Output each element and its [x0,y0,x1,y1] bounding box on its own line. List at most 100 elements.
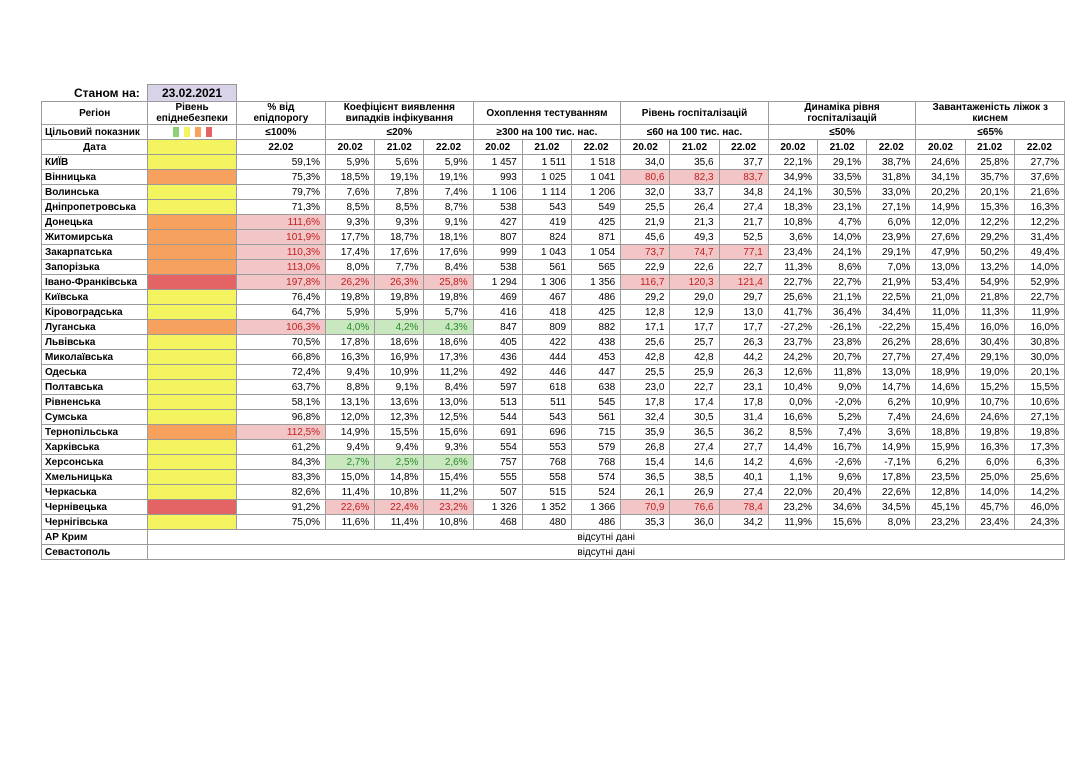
testing-value: 1 106 [472,184,523,200]
coef-value: 9,3% [374,214,425,230]
testing-value: 871 [571,229,622,245]
hosp-dyn-value: 10,4% [767,379,818,395]
beds-value: 12,0% [915,214,966,230]
hosp-value: 26,3 [718,364,769,380]
hosp-value: 12,9 [669,304,720,320]
hosp-dyn-value: 4,6% [767,454,818,470]
coef-value: 17,7% [325,229,376,245]
hosp-dyn-value: 23,7% [767,334,818,350]
testing-value: 809 [521,319,573,335]
table-row: Рівненська 58,1% 13,1% 13,6% 13,0% 513 511 545 1… [40,394,1066,410]
pct-threshold-value: 64,7% [235,304,327,320]
hosp-dyn-value: 14,4% [767,439,818,455]
hosp-value: 32,0 [620,184,671,200]
coef-value: 13,0% [423,394,474,410]
hosp-value: 76,6 [669,499,720,515]
coef-value: 9,4% [325,364,376,380]
hosp-value: 116,7 [620,274,671,290]
coef-value: 17,8% [325,334,376,350]
epidemic-level-cell [147,439,237,455]
testing-value: 513 [472,394,523,410]
hosp-dyn-value: 1,1% [767,469,818,485]
date-dyn-1: 20.02 [767,139,818,155]
table-row: Харківська 61,2% 9,4% 9,4% 9,3% 554 553 579 26,8… [40,439,1066,455]
hosp-value: 70,9 [620,499,671,515]
beds-value: 12,8% [915,484,966,500]
beds-value: 11,3% [964,304,1015,320]
hosp-dyn-value: 9,6% [816,469,868,485]
beds-value: 45,1% [915,499,966,515]
beds-value: 15,2% [964,379,1015,395]
hosp-dyn-value: 21,1% [816,289,868,305]
hosp-dyn-value: 13,0% [866,364,917,380]
coef-value: 15,4% [423,469,474,485]
beds-value: 19,0% [964,364,1015,380]
coef-value: 13,1% [325,394,376,410]
coef-value: 11,4% [325,484,376,500]
coef-value: 11,6% [325,514,376,530]
pct-threshold-value: 75,3% [235,169,327,185]
beds-value: 12,2% [964,214,1015,230]
hosp-value: 80,6 [620,169,671,185]
region-name: Донецька [40,214,149,230]
beds-value: 21,0% [915,289,966,305]
pct-threshold-value: 72,4% [235,364,327,380]
testing-value: 1 306 [521,274,573,290]
hosp-dyn-value: 33,0% [866,184,917,200]
coef-value: 12,5% [423,409,474,425]
hosp-value: 82,3 [669,169,720,185]
legend-green-swatch [172,127,179,137]
date-dyn-3: 22.02 [866,139,917,155]
hosp-value: 37,7 [718,154,769,170]
coef-value: 7,4% [423,184,474,200]
hosp-dyn-value: 11,3% [767,259,818,275]
testing-value: 538 [472,199,523,215]
header-beds: Завантаженість ліжок з киснем [915,101,1065,125]
coef-value: 5,9% [374,304,425,320]
testing-value: 427 [472,214,523,230]
region-name: Київська [40,289,149,305]
table-row: Львівська 70,5% 17,8% 18,6% 18,6% 405 422 438 25… [40,334,1066,350]
testing-value: 486 [571,289,622,305]
coef-value: 10,8% [423,514,474,530]
testing-value: 1 326 [472,499,523,515]
coef-value: 15,6% [423,424,474,440]
hosp-dyn-value: 3,6% [767,229,818,245]
hosp-dyn-value: 5,2% [816,409,868,425]
hosp-dyn-value: 11,9% [767,514,818,530]
hosp-dyn-value: 9,0% [816,379,868,395]
target-hosp-dyn: ≤50% [767,124,917,140]
hosp-dyn-value: 7,4% [816,424,868,440]
coef-value: 4,3% [423,319,474,335]
hosp-value: 33,7 [669,184,720,200]
epidemic-level-cell [147,484,237,500]
beds-value: 22,7% [1013,289,1066,305]
testing-value: 511 [521,394,573,410]
beds-value: 25,0% [964,469,1015,485]
hosp-value: 31,4 [718,409,769,425]
epidemic-level-cell [147,424,237,440]
hosp-dyn-value: 10,8% [767,214,818,230]
testing-value: 558 [521,469,573,485]
testing-value: 691 [472,424,523,440]
coef-value: 4,2% [374,319,425,335]
beds-value: 27,6% [915,229,966,245]
hosp-value: 14,6 [669,454,720,470]
testing-value: 468 [472,514,523,530]
hosp-dyn-value: 22,1% [767,154,818,170]
testing-value: 757 [472,454,523,470]
hosp-dyn-value: 23,1% [816,199,868,215]
testing-value: 807 [472,229,523,245]
target-beds: ≤65% [915,124,1065,140]
pct-threshold-value: 83,3% [235,469,327,485]
coef-value: 23,2% [423,499,474,515]
coef-value: 5,9% [325,304,376,320]
hosp-dyn-value: 27,7% [866,349,917,365]
coef-value: 11,4% [374,514,425,530]
testing-value: 444 [521,349,573,365]
beds-value: 25,6% [1013,469,1066,485]
beds-value: 16,3% [964,439,1015,455]
epidemic-level-cell [147,514,237,530]
coef-value: 4,0% [325,319,376,335]
coef-value: 2,6% [423,454,474,470]
